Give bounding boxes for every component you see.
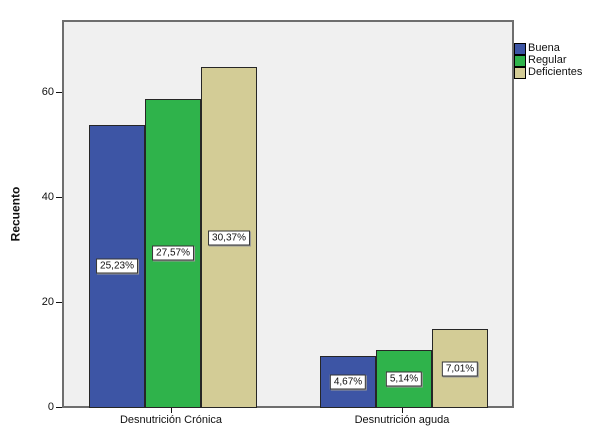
y-tick-label: 60 <box>41 86 54 99</box>
x-category-label: Desnutrición aguda <box>354 414 450 426</box>
bar-value-label: 27,57% <box>152 245 194 261</box>
legend-label: Deficientes <box>528 66 583 78</box>
y-tick-label: 0 <box>47 401 54 413</box>
bar-value-label: 4,67% <box>329 374 367 390</box>
bar-value-label: 7,01% <box>441 361 479 377</box>
legend-swatch-deficientes <box>514 66 526 79</box>
y-tick-mark <box>56 302 62 304</box>
bar-value-label: 5,14% <box>385 371 423 387</box>
x-tick-mark <box>402 408 403 413</box>
y-tick-label: 40 <box>41 191 54 204</box>
legend: Buena Regular Deficientes <box>514 42 583 79</box>
legend-label: Regular <box>528 54 567 66</box>
x-tick-mark <box>171 408 172 413</box>
y-axis-title: Recuento <box>8 186 22 242</box>
y-tick-mark <box>56 197 62 199</box>
y-tick-mark <box>56 92 62 94</box>
x-category-label: Desnutrición Crónica <box>119 414 223 426</box>
legend-swatch-regular <box>514 54 526 67</box>
plot-area: 25,23% 27,57% 30,37% 4,67% 5,14% 7,01% <box>62 20 514 408</box>
bar-value-label: 25,23% <box>96 258 138 274</box>
legend-item: Regular <box>514 54 582 67</box>
legend-label: Buena <box>528 42 560 54</box>
legend-item: Deficientes <box>514 66 583 79</box>
bar-value-label: 30,37% <box>208 230 250 246</box>
y-tick-mark <box>56 407 62 408</box>
y-axis-title-wrap: Recuento <box>0 20 30 408</box>
y-tick-label: 20 <box>41 296 54 309</box>
legend-item: Buena <box>514 42 582 55</box>
legend-swatch-buena <box>514 42 526 55</box>
